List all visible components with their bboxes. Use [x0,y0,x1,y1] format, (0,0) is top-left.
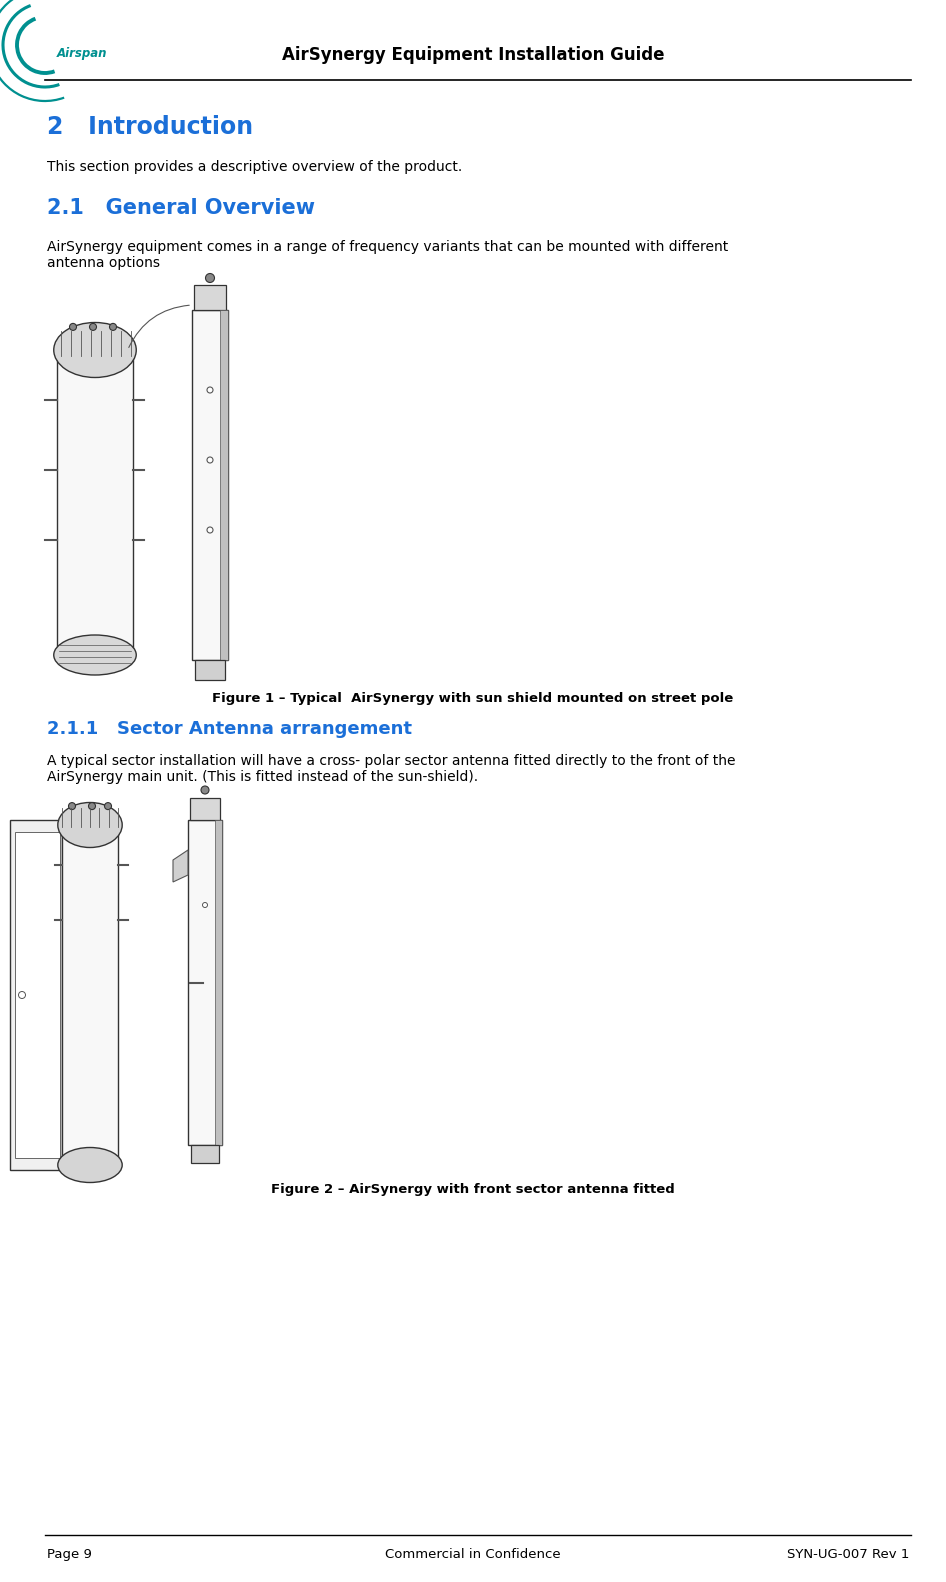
Polygon shape [10,819,62,1171]
Polygon shape [62,824,118,1164]
Text: AirSynergy Equipment Installation Guide: AirSynergy Equipment Installation Guide [282,46,664,63]
Ellipse shape [19,992,26,998]
Ellipse shape [58,1147,122,1182]
Polygon shape [215,819,222,1145]
Text: A typical sector installation will have a cross- polar sector antenna fitted dir: A typical sector installation will have … [47,755,735,785]
Ellipse shape [54,323,136,378]
Text: Figure 1 – Typical  AirSynergy with sun shield mounted on street pole: Figure 1 – Typical AirSynergy with sun s… [212,691,734,706]
Polygon shape [220,310,228,660]
Ellipse shape [207,527,213,533]
Ellipse shape [205,274,215,283]
Text: 2   Introduction: 2 Introduction [47,115,254,139]
Ellipse shape [202,902,207,908]
Ellipse shape [90,323,96,331]
Ellipse shape [54,634,136,676]
Polygon shape [15,832,60,1158]
Polygon shape [173,850,188,883]
Polygon shape [192,310,228,660]
Ellipse shape [104,802,112,810]
Text: AirSynergy equipment comes in a range of frequency variants that can be mounted : AirSynergy equipment comes in a range of… [47,240,728,271]
Polygon shape [188,819,222,1145]
Text: SYN-UG-007 Rev 1: SYN-UG-007 Rev 1 [787,1549,909,1561]
Text: This section provides a descriptive overview of the product.: This section provides a descriptive over… [47,160,463,174]
Ellipse shape [69,323,77,331]
Ellipse shape [58,802,122,848]
Ellipse shape [207,457,213,464]
Polygon shape [190,797,220,819]
Ellipse shape [207,388,213,392]
Ellipse shape [89,802,96,810]
Polygon shape [58,350,132,655]
Polygon shape [191,1145,219,1163]
Text: 2.1.1   Sector Antenna arrangement: 2.1.1 Sector Antenna arrangement [47,720,412,737]
Ellipse shape [110,323,116,331]
Ellipse shape [68,802,76,810]
Text: Page 9: Page 9 [47,1549,92,1561]
Polygon shape [194,285,226,310]
Text: 2.1   General Overview: 2.1 General Overview [47,198,315,218]
Polygon shape [195,660,225,680]
Text: Commercial in Confidence: Commercial in Confidence [385,1549,561,1561]
Text: Figure 2 – AirSynergy with front sector antenna fitted: Figure 2 – AirSynergy with front sector … [272,1183,674,1196]
Ellipse shape [201,786,209,794]
Text: Airspan: Airspan [57,46,108,60]
